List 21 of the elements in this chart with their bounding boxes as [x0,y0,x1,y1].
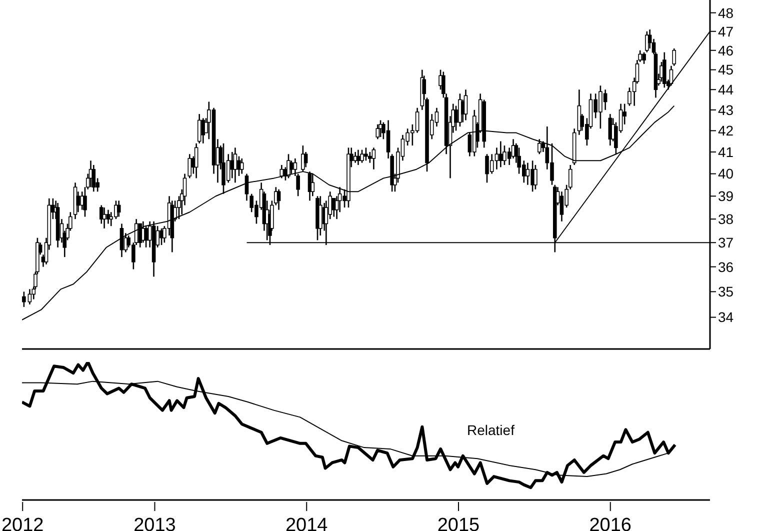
x-tick-label: 2013 [134,515,176,531]
y-tick-label: 39 [718,188,734,204]
x-tick-label: 2015 [437,515,480,531]
y-tick-label: 37 [718,234,734,251]
x-tick-label: 2014 [285,515,328,531]
y-tick-label: 42 [718,122,734,139]
y-tick-label: 44 [718,82,734,98]
y-tick-label: 41 [718,144,734,160]
y-tick-label: 34 [718,309,734,326]
x-tick-label: 2012 [1,515,44,531]
y-tick-label: 38 [718,211,734,228]
y-tick-label: 43 [718,102,734,118]
y-tick-label: 48 [718,4,734,21]
y-tick-label: 46 [718,42,734,58]
y-tick-label: 36 [718,258,734,275]
x-tick-label: 2016 [589,515,632,531]
y-tick-label: 35 [718,284,734,300]
y-tick-label: 40 [718,166,734,182]
y-tick-label: 47 [718,23,734,40]
annotation: Relatief [467,422,514,438]
y-tick-label: 45 [718,62,734,78]
